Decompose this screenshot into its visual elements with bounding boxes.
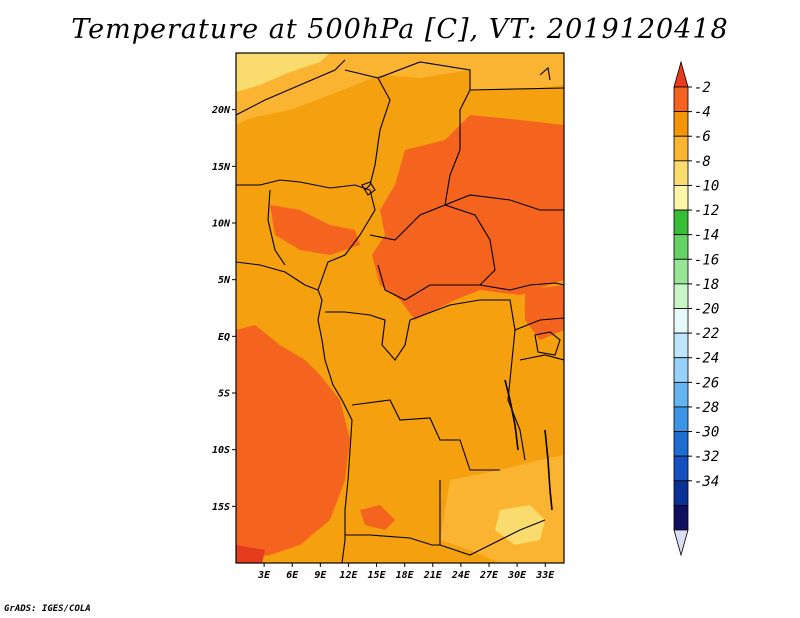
colorbar-top-arrow <box>673 60 689 88</box>
border-drc-angola <box>351 399 500 471</box>
lat-tick-label: EQ <box>218 332 230 343</box>
lon-tick-label: 3E <box>257 570 271 581</box>
lon-tick-label: 24E <box>451 570 471 581</box>
lake-malawi <box>544 429 553 511</box>
border-car <box>369 204 496 286</box>
lat-tick-label: 10S <box>212 445 230 456</box>
country-borders <box>236 59 564 563</box>
colorbar-swatch <box>673 381 689 408</box>
field-angola-warm <box>360 505 395 530</box>
colorbar-swatch <box>673 504 689 531</box>
grads-credit: GrADS: IGES/COLA <box>4 604 91 614</box>
lon-tick-label: 33E <box>535 570 555 581</box>
map-frame <box>235 52 565 564</box>
border-angola-namibia <box>345 534 440 546</box>
border-southsudan-south <box>509 282 564 291</box>
colorbar-swatch <box>673 332 689 359</box>
colorbar-swatch <box>673 431 689 457</box>
colorbar-label: -6 <box>694 129 711 145</box>
longitude-axis: 3E 6E 9E 12E 15E 18E 21E 24E 27E 30E 33E <box>257 563 555 581</box>
colorbar-label: -26 <box>694 375 719 391</box>
colorbar-swatch <box>673 283 689 309</box>
field-north-lightyellow <box>236 53 330 92</box>
border-chad-sudan <box>377 61 471 206</box>
lon-tick-label: 18E <box>396 570 415 581</box>
colorbar-label: -2 <box>694 80 711 96</box>
red-sea-coast <box>539 66 551 81</box>
colorbar-label: -10 <box>694 178 719 194</box>
colorbar-label: -20 <box>694 302 719 318</box>
lake-victoria <box>534 331 561 356</box>
colorbar-label: -32 <box>694 449 719 465</box>
colorbar-swatch <box>673 480 689 506</box>
colorbar-label: -28 <box>694 400 719 416</box>
lon-tick-label: 9E <box>314 570 327 581</box>
lake-chad <box>361 181 376 196</box>
lat-tick-label: 20N <box>211 105 231 116</box>
border-sudan-southsudan <box>444 194 564 211</box>
colorbar-swatch <box>673 455 689 482</box>
lon-tick-label: 15E <box>368 570 387 581</box>
colorbar-label: -12 <box>694 203 719 219</box>
lat-tick-label: 15S <box>212 502 230 513</box>
colorbar-swatch <box>673 357 689 383</box>
field-lakes-warm <box>525 285 564 340</box>
border-nigeria-north <box>236 179 371 191</box>
lon-tick-label: 12E <box>339 570 358 581</box>
colorbar-label: -30 <box>694 425 719 441</box>
field-west-warm <box>270 205 360 255</box>
field-southwest-hot <box>236 545 265 563</box>
field-southeast-lightyellow <box>495 505 545 545</box>
colorbar-bottom-arrow <box>673 529 689 557</box>
border-gabon-congo <box>325 311 411 361</box>
border-car-south <box>377 264 511 301</box>
colorbar-label: -24 <box>694 351 719 367</box>
field-northeast-yellow <box>470 53 564 90</box>
colorbar-swatch <box>673 135 689 162</box>
colorbar-swatch <box>673 160 689 186</box>
colorbar-label: -8 <box>694 154 711 170</box>
colorbar-swatch <box>673 86 689 113</box>
colorbar-label: -22 <box>694 326 719 342</box>
lat-tick-label: 5N <box>218 275 231 286</box>
colorbar-swatch <box>673 308 689 334</box>
colorbar-swatch <box>673 209 689 236</box>
lake-tanganyika <box>504 379 519 451</box>
lon-tick-label: 27E <box>479 570 499 581</box>
colorbar-swatch <box>673 258 689 285</box>
colorbar-swatch <box>673 406 689 432</box>
border-cameroon <box>317 189 376 291</box>
border-nigeria-west <box>267 189 286 266</box>
colorbar-swatch <box>673 234 689 260</box>
field-central-warm <box>372 115 564 320</box>
field-north-yellow <box>236 53 470 125</box>
border-egypt-sudan <box>469 87 564 91</box>
colorbar-label: -18 <box>694 277 719 293</box>
colorbar-label: -34 <box>694 474 719 490</box>
lat-tick-label: 15N <box>212 162 231 173</box>
colorbar-label: -14 <box>694 228 719 244</box>
border-tanzania-north <box>519 354 564 361</box>
colorbar-label: -16 <box>694 252 719 268</box>
colorbar-label: -4 <box>694 105 711 121</box>
coastline-west <box>236 261 353 563</box>
border-zambia-south <box>439 480 546 556</box>
lat-tick-label: 5S <box>218 389 230 400</box>
latitude-axis: 20N 15N 10N 5N EQ 5S 10S 15S <box>211 105 236 513</box>
colorbar-swatch <box>673 185 689 211</box>
colorbar: -2 -4 -6 -8 -10 -12 -14 -16 -18 -20 -22 -24 -26 -28 -3… <box>673 60 719 557</box>
lon-tick-label: 6E <box>286 570 299 581</box>
lon-tick-label: 30E <box>507 570 527 581</box>
field-atlantic-warm <box>236 325 350 560</box>
colorbar-swatch <box>673 111 689 137</box>
lat-tick-label: 10N <box>212 219 231 230</box>
chart-title: Temperature at 500hPa [C], VT: 201912041… <box>71 14 729 45</box>
temperature-field <box>236 53 564 563</box>
border-uganda-kenya <box>514 317 564 331</box>
lon-tick-label: 21E <box>423 570 443 581</box>
